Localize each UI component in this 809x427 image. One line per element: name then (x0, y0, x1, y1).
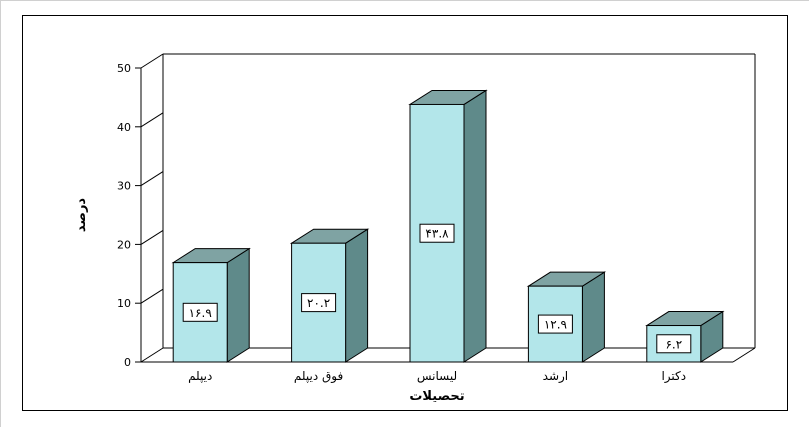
data-label-text: ۴۳.۸ (425, 227, 449, 241)
data-label-box (182, 302, 218, 322)
data-label-box (301, 293, 337, 313)
y-axis-ticks: 0 10 20 30 40 50 (117, 53, 164, 369)
data-label-box (419, 223, 455, 243)
x-category-label: لیسانس (417, 369, 457, 384)
bar: ۱۲.۹ (526, 271, 607, 363)
bar-side-face (581, 271, 605, 363)
data-label-text: ۱۶.۹ (189, 306, 212, 320)
data-label-text: ۱۲.۹ (544, 318, 567, 332)
x-category-label: فوق دیپلم (294, 369, 343, 384)
bar: ۱۶.۹ (171, 247, 251, 363)
y-tick-depth-line (140, 288, 164, 304)
x-category-label: دکترا (661, 369, 686, 384)
x-category-label: ارشد (543, 369, 568, 384)
floor-right-edge (732, 347, 756, 363)
data-label-text: ۶.۲ (665, 337, 682, 351)
y-tick-depth-line (140, 347, 164, 363)
data-label: ۱۶.۹ (182, 302, 218, 322)
y-tick-label: 20 (117, 238, 131, 251)
y-axis-title: درصد (74, 198, 89, 233)
data-label: ۶.۲ (656, 334, 692, 354)
data-label: ۲۰.۲ (301, 293, 337, 313)
bar-side-face (226, 247, 250, 363)
y-tick-depth-line (140, 171, 164, 187)
x-axis-title: تحصیلات (409, 389, 464, 404)
data-label: ۴۳.۸ (419, 223, 455, 243)
bar-side-face (345, 228, 369, 363)
data-label-box (656, 334, 692, 354)
data-label-box (537, 314, 573, 334)
data-label-text: ۲۰.۲ (307, 296, 330, 310)
y-tick-label: 0 (124, 356, 131, 369)
bar: ۴۳.۸ (408, 89, 488, 363)
bar-chart: 0 10 20 30 40 50 ۱۶.۹ ۲۰.۲ ۴۳.۸ ۱۲.۹ ۶.۲ دیپلم فوق… (74, 53, 756, 404)
data-label: ۱۲.۹ (537, 314, 573, 334)
chart-panel: 0 10 20 30 40 50 ۱۶.۹ ۲۰.۲ ۴۳.۸ ۱۲.۹ ۶.۲ دیپلم فوق… (22, 15, 788, 411)
x-category-label: دیپلم (188, 369, 212, 383)
y-tick-label: 40 (117, 121, 131, 134)
y-tick-depth-line (140, 112, 164, 128)
y-tick-depth-line (140, 53, 164, 69)
bar: ۶.۲ (645, 310, 725, 363)
bar-side-face (463, 89, 487, 363)
y-tick-label: 50 (117, 62, 131, 75)
bar: ۲۰.۲ (289, 228, 370, 363)
bars: ۱۶.۹ ۲۰.۲ ۴۳.۸ ۱۲.۹ ۶.۲ (171, 89, 725, 363)
category-labels: دیپلم فوق دیپلم لیسانس ارشد دکترا (188, 369, 686, 384)
y-tick-depth-line (140, 229, 164, 245)
y-tick-label: 30 (117, 180, 131, 193)
y-tick-label: 10 (117, 297, 131, 310)
